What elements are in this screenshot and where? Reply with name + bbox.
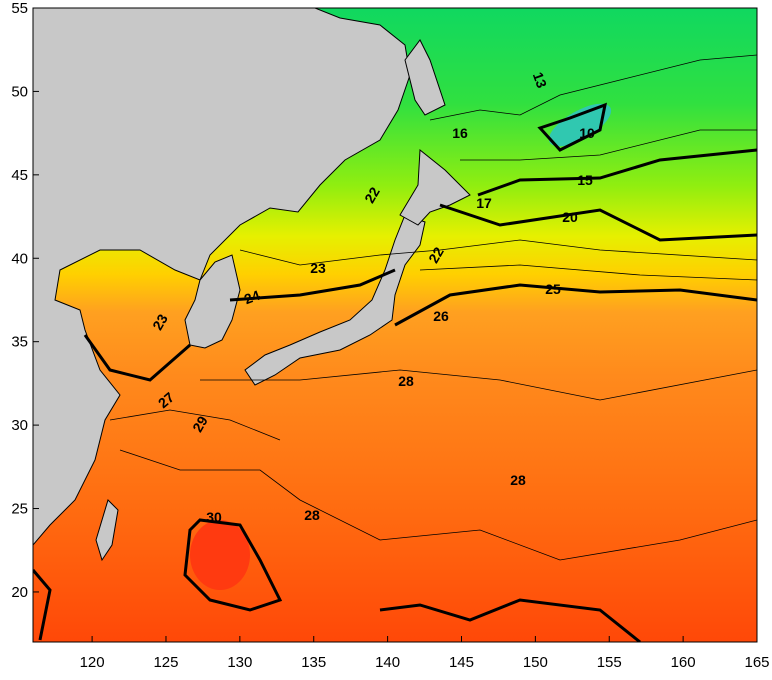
contour-label: 24: [242, 287, 262, 307]
land: [184, 254, 241, 349]
contour-label: 23: [310, 260, 326, 276]
x-tick-label: 130: [227, 654, 252, 671]
land: [399, 149, 471, 226]
contour-label: 13: [530, 70, 550, 90]
contour-label: 28: [398, 373, 414, 389]
y-tick-label: 30: [11, 417, 28, 434]
contour-label: 10: [579, 125, 595, 141]
contour-label: 28: [304, 507, 320, 523]
contour-label: 20: [562, 209, 578, 225]
contour-label: 15: [577, 172, 593, 188]
warm-core: [190, 520, 250, 590]
land: [404, 39, 446, 116]
contour-label: 26: [433, 308, 449, 324]
x-tick-label: 165: [744, 654, 769, 671]
contour-label: 30: [206, 509, 222, 525]
x-tick-label: 155: [597, 654, 622, 671]
y-tick-label: 45: [11, 167, 28, 184]
thin-isotherms: [109, 54, 757, 561]
contour-label: 22: [425, 244, 447, 266]
map-frame: [32, 7, 758, 643]
x-tick-label: 160: [671, 654, 696, 671]
x-tick-label: 150: [523, 654, 548, 671]
isotherms: [33, 102, 757, 642]
land: [95, 499, 119, 562]
x-tick-label: 140: [375, 654, 400, 671]
contour-label: 23: [149, 311, 171, 333]
contour-label: 25: [545, 281, 561, 297]
map-area: [33, 8, 757, 642]
x-tick-label: 135: [301, 654, 326, 671]
contour-label: 22: [361, 184, 383, 206]
contour-label: 28: [510, 472, 526, 488]
y-tick-label: 40: [11, 250, 28, 267]
y-tick-label: 20: [11, 584, 28, 601]
contour-label: 17: [476, 195, 492, 211]
y-tick-label: 25: [11, 501, 28, 518]
y-tick-label: 55: [11, 0, 28, 17]
x-tick-label: 145: [449, 654, 474, 671]
cold-core: [548, 103, 612, 147]
y-tick-label: 50: [11, 83, 28, 100]
y-tick-label: 35: [11, 334, 28, 351]
contour-label: 29: [189, 413, 211, 435]
contour-label: 16: [452, 125, 468, 141]
x-tick-label: 125: [153, 654, 178, 671]
x-tick-label: 120: [80, 654, 105, 671]
